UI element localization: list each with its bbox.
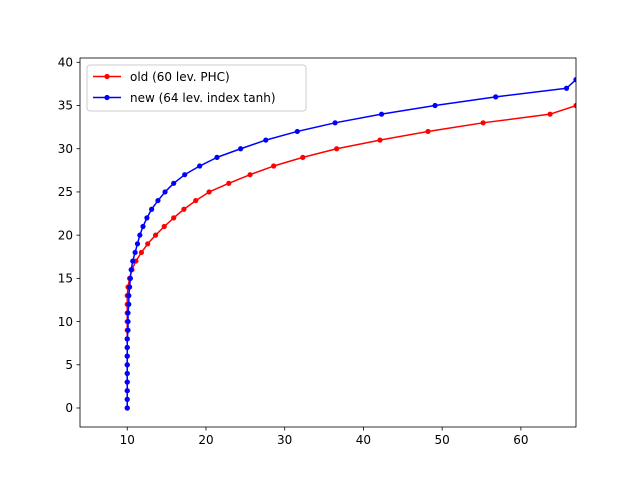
series-0-point: [145, 241, 151, 247]
series-0-point: [226, 180, 232, 186]
legend-marker-0: [104, 73, 110, 80]
x-tick-label: 40: [356, 433, 371, 447]
series-1-point: [144, 215, 150, 221]
legend-marker-1: [104, 94, 110, 101]
series-1-point: [124, 353, 130, 359]
series-1-point: [125, 327, 131, 333]
legend: old (60 lev. PHC) new (64 lev. index tanh…: [86, 64, 307, 112]
series-0-point: [480, 120, 486, 126]
series-1-point: [378, 111, 385, 117]
series-1-point: [563, 85, 570, 91]
series-1-point: [125, 310, 131, 316]
series-1-point: [134, 241, 141, 247]
series-0-point: [161, 223, 167, 230]
series-1-point: [162, 189, 168, 195]
series-1-point: [124, 405, 130, 411]
y-tick-label: 10: [58, 315, 73, 329]
series-1-point: [214, 154, 220, 160]
series-1-point: [493, 94, 499, 100]
axes-frame: [79, 57, 577, 428]
x-tick-label: 20: [198, 433, 213, 447]
series-0-point: [271, 163, 277, 169]
series-1-point: [149, 206, 155, 212]
series-1-point: [125, 318, 131, 325]
series-1-point: [197, 163, 203, 169]
y-tick-label: 15: [58, 272, 73, 286]
series-1-point: [124, 388, 130, 394]
x-tick-label: 10: [120, 433, 135, 447]
y-tick-label: 35: [58, 99, 73, 113]
y-tick-label: 0: [65, 401, 73, 415]
series-1-point: [137, 232, 143, 238]
series-0-point: [547, 111, 553, 117]
series-1-point: [140, 223, 146, 230]
series-1-point: [171, 180, 177, 186]
series-1-point: [182, 172, 188, 178]
series-0-point: [171, 215, 177, 221]
series-1-point: [128, 267, 134, 273]
series-0-point: [377, 137, 383, 143]
series-1-point: [124, 344, 130, 351]
series-1-point: [294, 128, 300, 135]
series-0-point: [193, 197, 199, 204]
legend-label-1: new (64 lev. index tanh): [130, 91, 276, 105]
series-1-point: [126, 293, 132, 299]
y-tick-label: 40: [58, 56, 73, 70]
series-0-point: [181, 206, 187, 212]
series-1-point: [263, 137, 269, 143]
plot-area: [124, 77, 576, 411]
series-1-point: [332, 120, 338, 126]
x-tick-label: 60: [513, 433, 528, 447]
series-0-point: [138, 249, 145, 256]
series-0-point: [247, 172, 253, 178]
series-0-point: [300, 154, 306, 160]
series-1-point: [432, 102, 438, 109]
series-1-point: [573, 77, 576, 83]
series-1-point: [126, 301, 132, 307]
legend-label-0: old (60 lev. PHC): [130, 70, 230, 84]
series-1-point: [124, 370, 130, 377]
series-1-point: [132, 249, 138, 256]
y-tick-label: 5: [65, 358, 73, 372]
y-tick-label: 20: [58, 228, 73, 242]
series-1-point: [124, 379, 130, 385]
series-1-point: [130, 258, 136, 264]
x-tick-label: 50: [435, 433, 450, 447]
y-tick-label: 30: [58, 142, 73, 156]
series-1-point: [238, 146, 244, 152]
x-tick-label: 30: [277, 433, 292, 447]
series-1-point: [127, 284, 133, 290]
series-1-point: [124, 396, 130, 402]
series-0-point: [425, 128, 431, 135]
series-1-point: [127, 275, 133, 281]
y-tick-label: 25: [58, 185, 73, 199]
series-1-point: [155, 197, 161, 204]
series-0-point: [152, 232, 159, 238]
series-0-point: [206, 189, 212, 195]
series-0-point: [334, 146, 340, 152]
series-0-point: [573, 102, 576, 109]
legend-box: [86, 64, 307, 112]
series-1-point: [124, 336, 130, 342]
series-1-point: [124, 362, 130, 368]
